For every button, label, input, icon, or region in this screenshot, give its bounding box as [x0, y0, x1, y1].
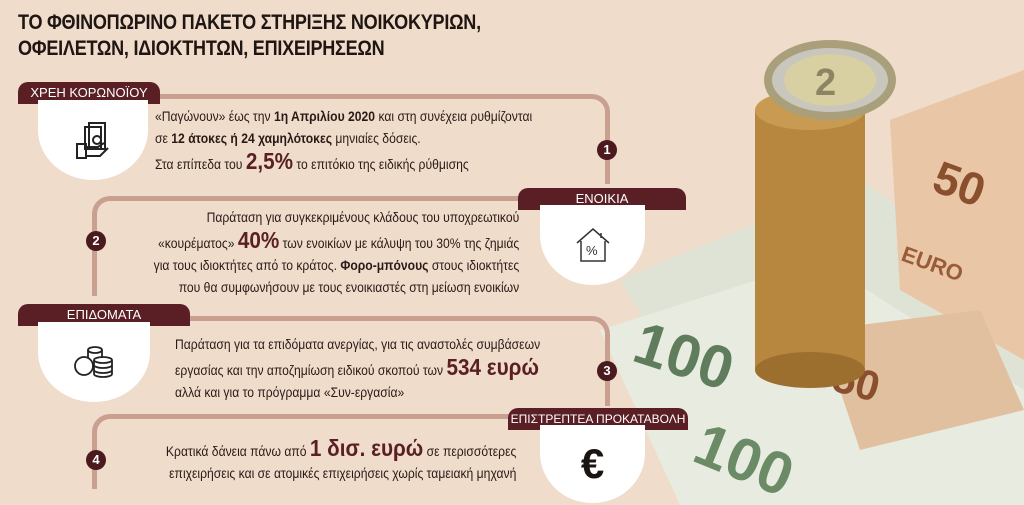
section-2-icon-circle: % — [540, 205, 645, 285]
title-line-1: ΤΟ ΦΘΙΝΟΠΩΡΙΝΟ ΠΑΚΕΤΟ ΣΤΗΡΙΞΗΣ ΝΟΙΚΟΚΥΡΙ… — [18, 11, 481, 34]
section-1-frame — [140, 94, 610, 184]
euro-icon: € — [580, 440, 605, 487]
page-title: ΤΟ ΦΘΙΝΟΠΩΡΙΝΟ ΠΑΚΕΤΟ ΣΤΗΡΙΞΗΣ ΝΟΙΚΟΚΥΡΙ… — [18, 10, 637, 62]
section-1-number: 1 — [597, 140, 617, 160]
section-4-text: Κρατικά δάνεια πάνω από 1 δισ. ευρώ σε π… — [165, 435, 516, 482]
section-3-icon-circle — [38, 322, 150, 402]
section-2-label: ΕΝΟΙΚΙΑ — [518, 188, 686, 210]
hand-money-icon — [76, 122, 109, 159]
section-4-number: 4 — [86, 450, 106, 470]
svg-text:2: 2 — [815, 62, 836, 104]
section-4-label: ΕΠΙΣΤΡΕΠΤΕΑ ΠΡΟΚΑΤΑΒΟΛΗ — [508, 408, 688, 430]
euro-banknotes-coins-photo: 100 100 50 EURO 50 2 — [600, 40, 1024, 505]
title-line-2: ΟΦΕΙΛΕΤΩΝ, ΙΔΙΟΚΤΗΤΩΝ, ΕΠΙΧΕΙΡΗΣΕΩΝ — [18, 37, 385, 60]
section-4-icon-circle: € — [540, 425, 645, 503]
section-3-text: Παράταση για τα επιδόματα ανεργίας, για … — [175, 337, 541, 400]
house-percent-icon: % — [576, 228, 609, 262]
section-3-number: 3 — [597, 361, 617, 381]
section-2-number: 2 — [86, 231, 106, 251]
section-2-text: Παράταση για συγκεκριμένους κλάδους του … — [153, 210, 520, 295]
section-1-text: «Παγώνουν» έως την 1η Απριλίου 2020 και … — [155, 109, 533, 174]
svg-text:%: % — [586, 243, 598, 258]
coins-icon — [74, 346, 113, 378]
section-1-icon-circle — [38, 100, 148, 180]
section-3-label: ΕΠΙΔΟΜΑΤΑ — [18, 304, 190, 326]
section-1-label: ΧΡΕΗ ΚΟΡΩΝΟΪΟΥ — [18, 82, 160, 104]
